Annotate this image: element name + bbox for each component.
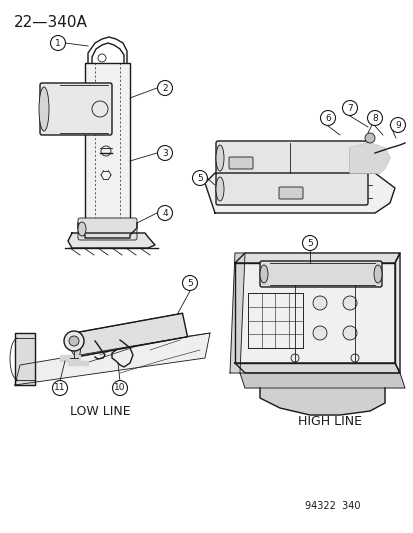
Circle shape bbox=[112, 381, 127, 395]
Circle shape bbox=[192, 171, 207, 185]
Circle shape bbox=[367, 110, 382, 125]
Polygon shape bbox=[204, 173, 394, 213]
Text: HIGH LINE: HIGH LINE bbox=[297, 415, 361, 428]
Circle shape bbox=[342, 101, 357, 116]
Text: 5: 5 bbox=[187, 279, 192, 287]
Polygon shape bbox=[68, 233, 154, 248]
Polygon shape bbox=[60, 355, 88, 365]
Text: 22—340A: 22—340A bbox=[14, 15, 88, 30]
Text: 5: 5 bbox=[306, 238, 312, 247]
Polygon shape bbox=[349, 143, 389, 173]
Circle shape bbox=[389, 117, 404, 133]
Polygon shape bbox=[235, 363, 399, 373]
Ellipse shape bbox=[216, 177, 223, 201]
Polygon shape bbox=[15, 333, 209, 385]
Polygon shape bbox=[235, 253, 399, 263]
Ellipse shape bbox=[259, 265, 267, 283]
Circle shape bbox=[312, 326, 326, 340]
Circle shape bbox=[157, 206, 172, 221]
FancyBboxPatch shape bbox=[216, 141, 367, 175]
Text: 8: 8 bbox=[371, 114, 377, 123]
Text: 7: 7 bbox=[346, 103, 352, 112]
Text: 6: 6 bbox=[324, 114, 330, 123]
Polygon shape bbox=[230, 253, 244, 373]
FancyBboxPatch shape bbox=[216, 173, 367, 205]
Ellipse shape bbox=[373, 265, 381, 283]
FancyBboxPatch shape bbox=[228, 157, 252, 169]
Polygon shape bbox=[235, 263, 394, 363]
Circle shape bbox=[302, 236, 317, 251]
Polygon shape bbox=[15, 333, 35, 385]
Text: 9: 9 bbox=[394, 120, 400, 130]
Text: 11: 11 bbox=[54, 384, 66, 392]
Circle shape bbox=[157, 80, 172, 95]
Text: 10: 10 bbox=[114, 384, 126, 392]
Circle shape bbox=[157, 146, 172, 160]
Text: 4: 4 bbox=[162, 208, 167, 217]
FancyBboxPatch shape bbox=[278, 187, 302, 199]
Circle shape bbox=[50, 36, 65, 51]
FancyBboxPatch shape bbox=[78, 218, 137, 240]
Circle shape bbox=[312, 296, 326, 310]
FancyBboxPatch shape bbox=[259, 261, 381, 287]
FancyBboxPatch shape bbox=[40, 83, 112, 135]
Circle shape bbox=[69, 336, 79, 346]
Text: 5: 5 bbox=[197, 174, 202, 182]
Ellipse shape bbox=[216, 145, 223, 171]
Text: 3: 3 bbox=[162, 149, 167, 157]
Polygon shape bbox=[72, 313, 187, 357]
Ellipse shape bbox=[69, 333, 80, 357]
Circle shape bbox=[64, 331, 84, 351]
Circle shape bbox=[52, 381, 67, 395]
Polygon shape bbox=[85, 63, 130, 223]
Circle shape bbox=[364, 133, 374, 143]
Polygon shape bbox=[394, 253, 399, 373]
Circle shape bbox=[320, 110, 335, 125]
Polygon shape bbox=[240, 373, 404, 388]
Circle shape bbox=[182, 276, 197, 290]
Circle shape bbox=[342, 296, 356, 310]
Circle shape bbox=[342, 326, 356, 340]
Text: LOW LINE: LOW LINE bbox=[69, 405, 130, 418]
Ellipse shape bbox=[39, 87, 49, 131]
Polygon shape bbox=[259, 388, 384, 415]
Text: 1: 1 bbox=[55, 38, 61, 47]
Ellipse shape bbox=[78, 222, 86, 236]
Text: 94322  340: 94322 340 bbox=[304, 501, 360, 511]
Text: 2: 2 bbox=[162, 84, 167, 93]
